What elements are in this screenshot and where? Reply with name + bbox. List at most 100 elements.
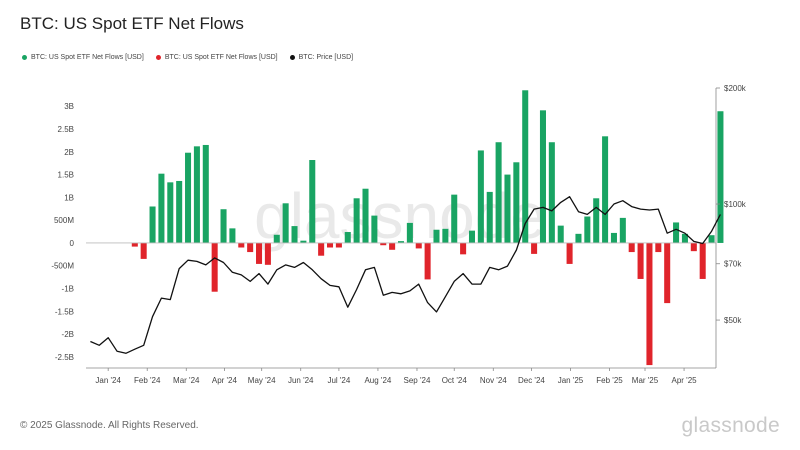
axes-group: 3B 2.5B 2B 1.5B 1B 500M 0 -500M -1B -1.5B -2B -2.5B… (51, 84, 746, 385)
outflow-bar (646, 242, 653, 366)
inflow-bar (433, 229, 440, 243)
outflow-bar (628, 242, 635, 253)
outflow-bar (140, 242, 147, 259)
inflow-bar (522, 90, 529, 243)
outflow-bar (389, 242, 396, 250)
chart-title: BTC: US Spot ETF Net Flows (20, 14, 244, 33)
outflow-bar (415, 242, 422, 249)
inflow-bar (681, 233, 688, 243)
legend-dot-black (289, 55, 295, 60)
outflow-bar (256, 242, 263, 264)
copyright-text: © 2025 Glassnode. All Rights Reserved. (20, 420, 199, 431)
outflow-bar (424, 242, 431, 280)
x-tick-label: Sep '24 (404, 376, 431, 385)
inflow-bar (513, 162, 520, 243)
inflow-bar (468, 230, 476, 243)
inflow-bar (619, 217, 626, 243)
inflow-bar (202, 144, 209, 243)
y-left-tick-label: -500M (51, 262, 74, 271)
y-left-tick-label: 3B (64, 102, 74, 111)
inflow-bar (193, 146, 200, 243)
inflow-bar (575, 233, 582, 243)
outflow-bar (699, 242, 706, 279)
inflow-bar (477, 150, 484, 243)
inflow-bar (548, 142, 555, 243)
inflow-bar (397, 241, 405, 243)
inflow-bar (149, 206, 156, 243)
inflow-bar (557, 225, 564, 243)
inflow-bar (708, 235, 715, 243)
y-left-tick-label: 500M (54, 216, 74, 225)
outflow-bar (131, 242, 138, 247)
y-left-tick-label: -1.5B (55, 307, 74, 316)
chart-legend: BTC: US Spot ETF Net Flows [USD] BTC: US… (22, 54, 353, 61)
outflow-bar (460, 242, 467, 255)
legend-label-inflows: BTC: US Spot ETF Net Flows [USD] (31, 54, 144, 61)
outflow-bar (238, 242, 245, 248)
x-tick-label: Dec '24 (518, 376, 545, 385)
legend-item-outflows[interactable]: BTC: US Spot ETF Net Flows [USD] (155, 54, 278, 61)
x-tick-label: Feb '25 (596, 376, 623, 385)
x-tick-label: Feb '24 (134, 376, 161, 385)
inflow-bar (176, 180, 183, 243)
x-tick-label: May '24 (248, 376, 276, 385)
inflow-bar (229, 228, 236, 243)
price-line (90, 196, 721, 354)
inflow-bar (273, 234, 280, 243)
inflow-bar (486, 191, 493, 243)
legend-item-price[interactable]: BTC: Price [USD] (289, 54, 353, 61)
x-tick-label: Jun '24 (288, 376, 314, 385)
y-left-tick-label: 2B (64, 148, 74, 157)
outflow-bar (566, 242, 573, 264)
inflow-bar (451, 194, 458, 243)
inflow-bar (593, 198, 600, 243)
inflow-bar (353, 198, 360, 243)
inflow-bar (610, 232, 617, 243)
y-right-tick-label: $200k (724, 84, 747, 93)
outflow-bar (637, 242, 644, 279)
x-tick-label: Jan '24 (95, 376, 121, 385)
outflow-bar (531, 242, 538, 254)
outflow-bar (318, 242, 325, 256)
inflow-bar (220, 209, 227, 243)
legend-label-outflows: BTC: US Spot ETF Net Flows [USD] (164, 54, 278, 61)
inflow-bar (602, 136, 609, 243)
y-right-tick-label: $100k (724, 200, 747, 209)
inflow-bar (291, 226, 298, 243)
inflow-bar (344, 232, 351, 243)
x-tick-label: Nov '24 (480, 376, 507, 385)
glassnode-logo: glassnode (681, 414, 780, 437)
y-left-tick-label: 1B (64, 193, 74, 202)
legend-item-inflows[interactable]: BTC: US Spot ETF Net Flows [USD] (22, 54, 144, 61)
outflow-bar (335, 242, 342, 248)
inflow-bar (158, 173, 165, 243)
y-left-tick-label: 2.5B (58, 125, 74, 134)
inflow-bar (300, 240, 307, 243)
outflow-bar (264, 242, 271, 265)
outflow-bar (211, 242, 218, 292)
inflow-bar (167, 182, 174, 243)
y-right-tick-label: $50k (724, 316, 742, 325)
y-left-tick-label: -2.5B (55, 353, 74, 362)
x-tick-label: Jan '25 (558, 376, 584, 385)
y-left-tick-label: 1.5B (58, 171, 74, 180)
inflow-bar (504, 174, 511, 243)
x-tick-label: Oct '24 (442, 376, 468, 385)
legend-dot-green (22, 55, 27, 60)
inflow-bar (717, 111, 724, 243)
inflow-bar (185, 152, 192, 243)
inflow-bar (584, 216, 591, 243)
inflow-bar (362, 188, 369, 243)
inflow-bar (282, 203, 289, 243)
y-left-tick-label: 0 (70, 239, 75, 248)
outflow-bar (655, 242, 662, 253)
x-tick-label: Aug '24 (364, 376, 391, 385)
inflow-bar (406, 222, 413, 243)
inflow-bar (539, 110, 546, 243)
outflow-bar (664, 242, 671, 304)
inflow-bar (371, 215, 378, 243)
x-tick-label: Jul '24 (327, 376, 350, 385)
price-line-group (90, 196, 721, 354)
bar-group (131, 90, 724, 366)
